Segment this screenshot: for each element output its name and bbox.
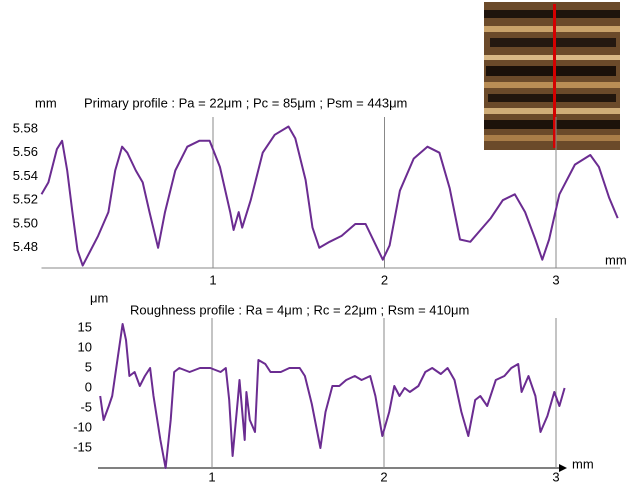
- x-tick-label: 1: [208, 469, 215, 484]
- y-tick-label: -15: [73, 439, 92, 454]
- y-tick-label: 10: [78, 339, 92, 354]
- y-tick-label: 5.50: [13, 215, 38, 230]
- y-tick-label: 5.52: [13, 192, 38, 207]
- y-tick-label: 5.54: [13, 168, 38, 183]
- y-tick-label: -10: [73, 419, 92, 434]
- x-axis-label: mm: [605, 252, 626, 267]
- y-axis-label: μm: [90, 290, 108, 305]
- x-tick-label: 3: [552, 272, 559, 287]
- y-tick-label: 5.48: [13, 239, 38, 254]
- y-tick-label: 5.56: [13, 144, 38, 159]
- sample-photo: [484, 2, 620, 150]
- y-tick-label: 15: [78, 319, 92, 334]
- y-axis-label: mm: [35, 95, 57, 110]
- x-tick-label: 3: [552, 469, 559, 484]
- profile-line: [99, 323, 566, 469]
- chart-title: Primary profile : Pa = 22μm ; Pc = 85μm …: [84, 95, 407, 110]
- x-axis-label: mm: [572, 456, 594, 471]
- chart-title: Roughness profile : Ra = 4μm ; Rc = 22μm…: [130, 302, 469, 317]
- x-tick-label: 2: [380, 469, 387, 484]
- profile-line: [40, 125, 619, 267]
- x-tick-label: 1: [209, 272, 216, 287]
- y-tick-label: 5.58: [13, 120, 38, 135]
- y-tick-label: -5: [80, 399, 92, 414]
- y-tick-label: 0: [85, 379, 92, 394]
- y-tick-label: 5: [85, 359, 92, 374]
- x-tick-label: 2: [381, 272, 388, 287]
